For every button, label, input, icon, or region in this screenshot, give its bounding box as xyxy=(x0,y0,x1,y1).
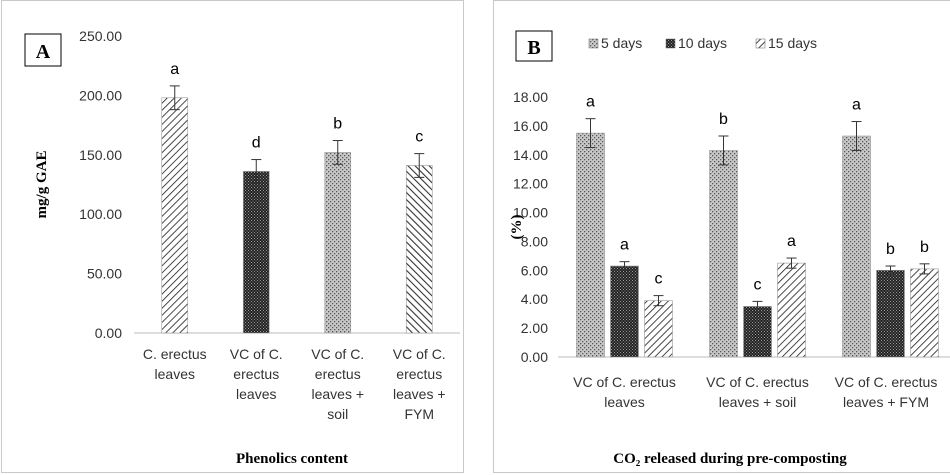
x-tick-label: leaves xyxy=(604,394,644,410)
significance-label: c xyxy=(415,129,423,146)
panel-label-box xyxy=(24,33,62,67)
panel-a: A 0.00 50.00 100.00 150.00 200.00 250.00 mg/g G… xyxy=(1,0,464,473)
bar xyxy=(842,135,871,358)
significance-label: d xyxy=(252,135,261,152)
y-axis-label: (%) xyxy=(509,215,525,240)
bar xyxy=(777,262,806,358)
bar xyxy=(876,270,905,358)
x-tick-label: leaves + xyxy=(393,386,446,402)
y-tick-label: 18.00 xyxy=(513,89,548,105)
significance-label: a xyxy=(586,94,595,111)
significance-label: c xyxy=(655,271,663,288)
x-tick-label: FYM xyxy=(404,406,434,422)
x-axis-label: CO₂ released during pre-composting xyxy=(613,451,847,467)
bar xyxy=(405,165,433,334)
y-tick-label: 200.00 xyxy=(79,87,122,103)
chart-a: A 0.00 50.00 100.00 150.00 200.00 250.00 mg/g G… xyxy=(24,28,460,467)
x-tick-label: VC of C. xyxy=(311,346,364,362)
x-axis-label: Phenolics content xyxy=(236,451,348,467)
significance-label: b xyxy=(719,111,728,128)
y-tick-label: 50.00 xyxy=(87,266,122,282)
significance-label: a xyxy=(852,97,861,114)
legend-label: 15 days xyxy=(768,35,817,51)
y-tick-label: 0.00 xyxy=(521,349,548,365)
x-tick-label: VC of C. xyxy=(393,346,446,362)
bar xyxy=(910,268,939,358)
bar xyxy=(610,265,639,358)
y-axis-label: mg/g GAE xyxy=(34,151,50,219)
bar xyxy=(161,97,189,334)
significance-label: b xyxy=(886,241,895,258)
x-tick-label: VC of C. xyxy=(230,346,283,362)
x-tick-label: leaves + soil xyxy=(719,394,796,410)
x-tick-label: leaves + FYM xyxy=(843,394,929,410)
bar xyxy=(709,150,738,358)
bar xyxy=(324,152,352,334)
bar xyxy=(242,171,270,334)
y-tick-label: 14.00 xyxy=(513,147,548,163)
x-tick-label: VC of C. erectus xyxy=(573,374,676,390)
legend-swatch xyxy=(665,38,676,49)
legend-swatch xyxy=(588,38,599,49)
y-tick-label: 250.00 xyxy=(79,28,122,44)
y-tick-label: 2.00 xyxy=(521,320,548,336)
chart-b: B 0.00 2.00 4.00 6.00 8.00 10.00 12.00 14.00 16.0… xyxy=(509,30,950,467)
x-tick-label: leaves xyxy=(236,386,276,402)
x-tick-label: soil xyxy=(327,406,348,422)
panel-label: A xyxy=(36,41,51,63)
y-tick-label: 16.00 xyxy=(513,118,548,134)
x-tick-label: leaves + xyxy=(311,386,364,402)
significance-label: a xyxy=(170,61,179,78)
bar xyxy=(644,300,673,358)
x-tick-label: erectus xyxy=(233,366,279,382)
y-tick-label: 0.00 xyxy=(95,325,122,341)
y-tick-label: 10.00 xyxy=(513,205,548,221)
x-tick-label: erectus xyxy=(315,366,361,382)
x-tick-label: leaves xyxy=(155,366,195,382)
panel-b: B 0.00 2.00 4.00 6.00 8.00 10.00 12.00 14.00 16.0… xyxy=(493,0,950,473)
x-tick-label: erectus xyxy=(396,366,442,382)
significance-label: a xyxy=(787,233,796,250)
panel-label: B xyxy=(527,37,540,59)
y-tick-label: 150.00 xyxy=(79,147,122,163)
x-tick-label: C. erectus xyxy=(143,346,207,362)
y-tick-label: 100.00 xyxy=(79,206,122,222)
y-tick-label: 8.00 xyxy=(521,233,548,249)
y-tick-label: 6.00 xyxy=(521,262,548,278)
legend-label: 5 days xyxy=(601,35,642,51)
legend-swatch xyxy=(755,38,766,49)
legend-label: 10 days xyxy=(678,35,727,51)
y-tick-label: 4.00 xyxy=(521,291,548,307)
significance-label: b xyxy=(920,239,929,256)
significance-label: a xyxy=(620,237,629,254)
bar xyxy=(743,306,772,358)
y-tick-label: 12.00 xyxy=(513,176,548,192)
x-tick-label: VC of C. erectus xyxy=(835,374,938,390)
x-tick-label: VC of C. erectus xyxy=(706,374,809,390)
significance-label: c xyxy=(754,276,762,293)
bar xyxy=(576,132,605,358)
panel-label-box xyxy=(515,30,553,62)
significance-label: b xyxy=(333,116,342,133)
